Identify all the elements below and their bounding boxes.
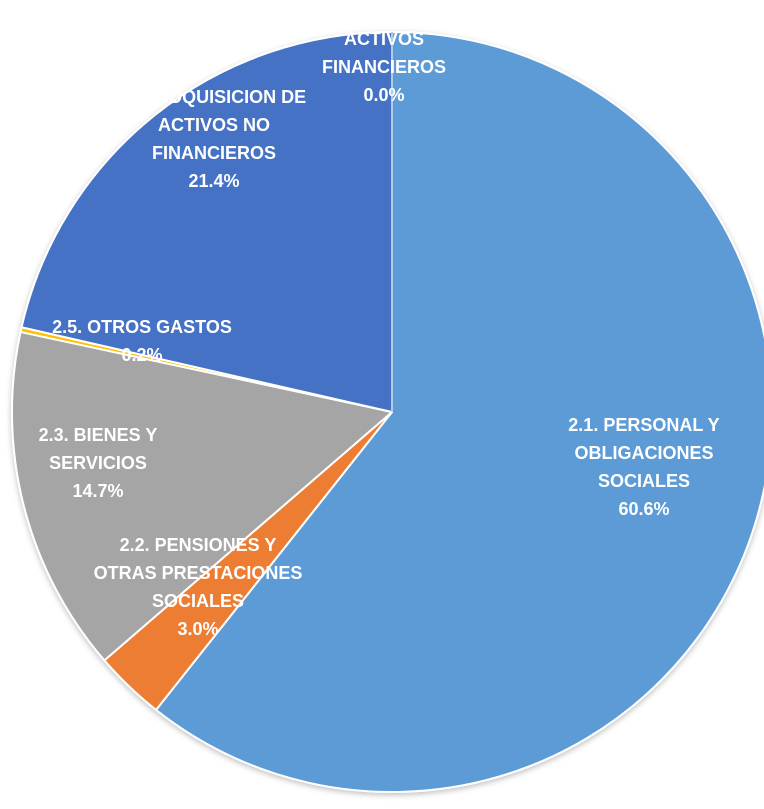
data-label-text: ACTIVOS NO — [158, 115, 270, 135]
data-label-text: 2.1. PERSONAL Y — [568, 415, 719, 435]
data-label-text: 2.7. ADQUISICION DE — [292, 1, 476, 21]
data-label-text: FINANCIEROS — [322, 57, 446, 77]
data-label-text: SOCIALES — [152, 591, 244, 611]
data-label-value: 21.4% — [188, 171, 239, 191]
data-label-text: FINANCIEROS — [152, 143, 276, 163]
pie-slice-2-6-adquisicion-de-activos-no-financieros — [20, 31, 393, 413]
data-label-value: 0.0% — [363, 85, 404, 105]
data-label-value: 0.2% — [121, 345, 162, 365]
data-label-text: 2.2. PENSIONES Y — [120, 535, 277, 555]
pie-label-2-1-personal-y-obligaciones-sociales: 2.1. PERSONAL Y OBLIGACIONES SOCIALES 60.6% — [568, 415, 719, 519]
data-label-text: 2.6. ADQUISICION DE — [122, 87, 306, 107]
data-label-value: 3.0% — [177, 619, 218, 639]
data-label-value: 60.6% — [618, 499, 669, 519]
data-label-text: ACTIVOS — [344, 29, 424, 49]
data-label-text: 2.3. BIENES Y — [39, 425, 158, 445]
data-label-text: SOCIALES — [598, 471, 690, 491]
pie-label-2-6-adquisicion-de-activos-no-financieros: 2.6. ADQUISICION DE ACTIVOS NO FINANCIEROS… — [122, 87, 306, 191]
pie-labels: 2.1. PERSONAL Y OBLIGACIONES SOCIALES 60.6%… — [39, 1, 720, 639]
data-label-text: 2.5. OTROS GASTOS — [52, 317, 232, 337]
pie-label-2-3-bienes-y-servicios: 2.3. BIENES Y SERVICIOS 14.7% — [39, 425, 158, 501]
pie-label-2-5-otros-gastos: 2.5. OTROS GASTOS 0.2% — [52, 317, 232, 365]
data-label-value: 14.7% — [72, 481, 123, 501]
pie-label-2-2-pensiones-y-otras-prestaciones-sociales: 2.2. PENSIONES Y OTRAS PRESTACIONES SOCIAL… — [94, 535, 303, 639]
data-label-text: OTRAS PRESTACIONES — [94, 563, 303, 583]
data-label-text: SERVICIOS — [49, 453, 147, 473]
pie-slice-2-3-bienes-y-servicios — [11, 330, 393, 662]
pie-label-2-7-adquisicion-de-activos-financieros: 2.7. ADQUISICION DE ACTIVOS FINANCIEROS 0.0… — [292, 1, 476, 105]
data-label-text: OBLIGACIONES — [574, 443, 713, 463]
pie-slices — [11, 31, 764, 793]
pie-slice-2-1-personal-y-obligaciones-sociales — [155, 31, 764, 793]
